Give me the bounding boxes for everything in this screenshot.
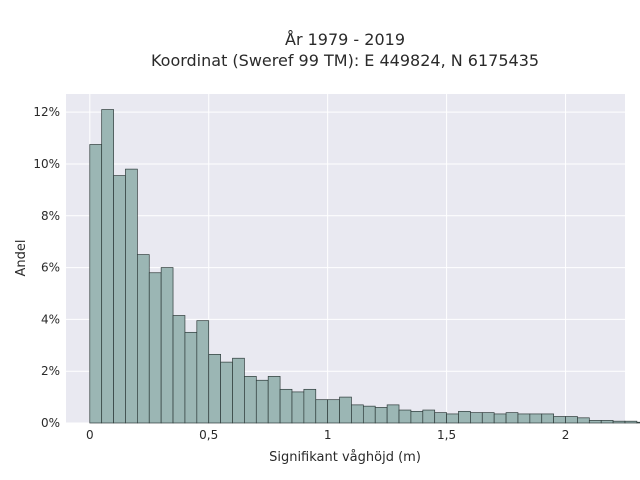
histogram-bar: [244, 376, 257, 424]
histogram-bar: [255, 379, 269, 424]
histogram-bar: [101, 109, 114, 424]
histogram-bar: [291, 391, 305, 424]
chart-subtitle: Koordinat (Sweref 99 TM): E 449824, N 61…: [151, 51, 539, 70]
histogram-bar: [160, 267, 174, 424]
tick-labels: 0% 2% 4% 6% 8% 10% 12% 0 0,5 1 1,5 2: [33, 105, 569, 442]
y-tick-label: 6%: [41, 261, 60, 275]
histogram-bar: [624, 420, 638, 424]
histogram-bar: [470, 412, 483, 424]
histogram-bar: [267, 376, 281, 424]
histogram-bar: [553, 416, 566, 424]
y-tick-label: 4%: [41, 312, 60, 326]
histogram-bar: [600, 420, 614, 424]
histogram-bar: [374, 407, 388, 424]
histogram-bar: [481, 412, 495, 424]
histogram-bar: [89, 144, 103, 424]
histogram-bar: [505, 412, 519, 424]
y-tick-label: 12%: [33, 105, 60, 119]
chart-title: År 1979 - 2019: [285, 30, 405, 49]
histogram-bar: [339, 396, 352, 424]
histogram-bar: [577, 417, 590, 424]
histogram-bar: [148, 272, 162, 424]
histogram-bar: [529, 413, 543, 424]
histogram-bar: [541, 413, 554, 424]
y-tick-label: 2%: [41, 364, 60, 378]
histogram-bar: [232, 357, 245, 424]
x-tick-label: 0,5: [199, 428, 218, 442]
histogram-bar: [113, 175, 126, 424]
histogram-bar: [517, 413, 531, 424]
histogram-bar: [410, 410, 424, 424]
histogram-bar: [279, 388, 293, 424]
histogram-bars: [89, 109, 640, 424]
histogram-bar: [172, 315, 186, 424]
histogram-bar: [208, 354, 221, 424]
histogram-bar: [137, 254, 150, 424]
y-axis-label: Andel: [14, 240, 29, 277]
y-tick-label: 8%: [41, 209, 60, 223]
histogram-bar: [588, 420, 602, 424]
x-tick-label: 0: [86, 428, 94, 442]
histogram-bar: [362, 405, 376, 424]
histogram-bar: [327, 399, 340, 424]
histogram-bar: [636, 421, 640, 424]
histogram-bar: [303, 388, 317, 424]
x-tick-label: 2: [562, 428, 570, 442]
histogram-bar: [422, 409, 436, 424]
histogram-bar: [220, 361, 233, 424]
histogram-bar: [196, 320, 210, 424]
histogram-bar: [612, 420, 626, 424]
histogram-bar: [184, 331, 198, 424]
y-tick-label: 0%: [41, 416, 60, 430]
histogram-bar: [565, 416, 578, 424]
histogram-bar: [351, 404, 364, 424]
y-tick-label: 10%: [33, 157, 60, 171]
histogram-bar: [493, 413, 507, 424]
histogram-bar: [434, 412, 447, 424]
x-tick-label: 1,5: [437, 428, 456, 442]
histogram-bar: [446, 413, 459, 424]
histogram-bar: [398, 409, 412, 424]
histogram-bar: [315, 399, 329, 424]
x-tick-label: 1: [324, 428, 332, 442]
histogram-bar: [386, 404, 400, 424]
histogram-bar: [125, 168, 138, 424]
x-axis-label: Signifikant våghöjd (m): [269, 450, 421, 465]
histogram-bar: [458, 410, 471, 424]
